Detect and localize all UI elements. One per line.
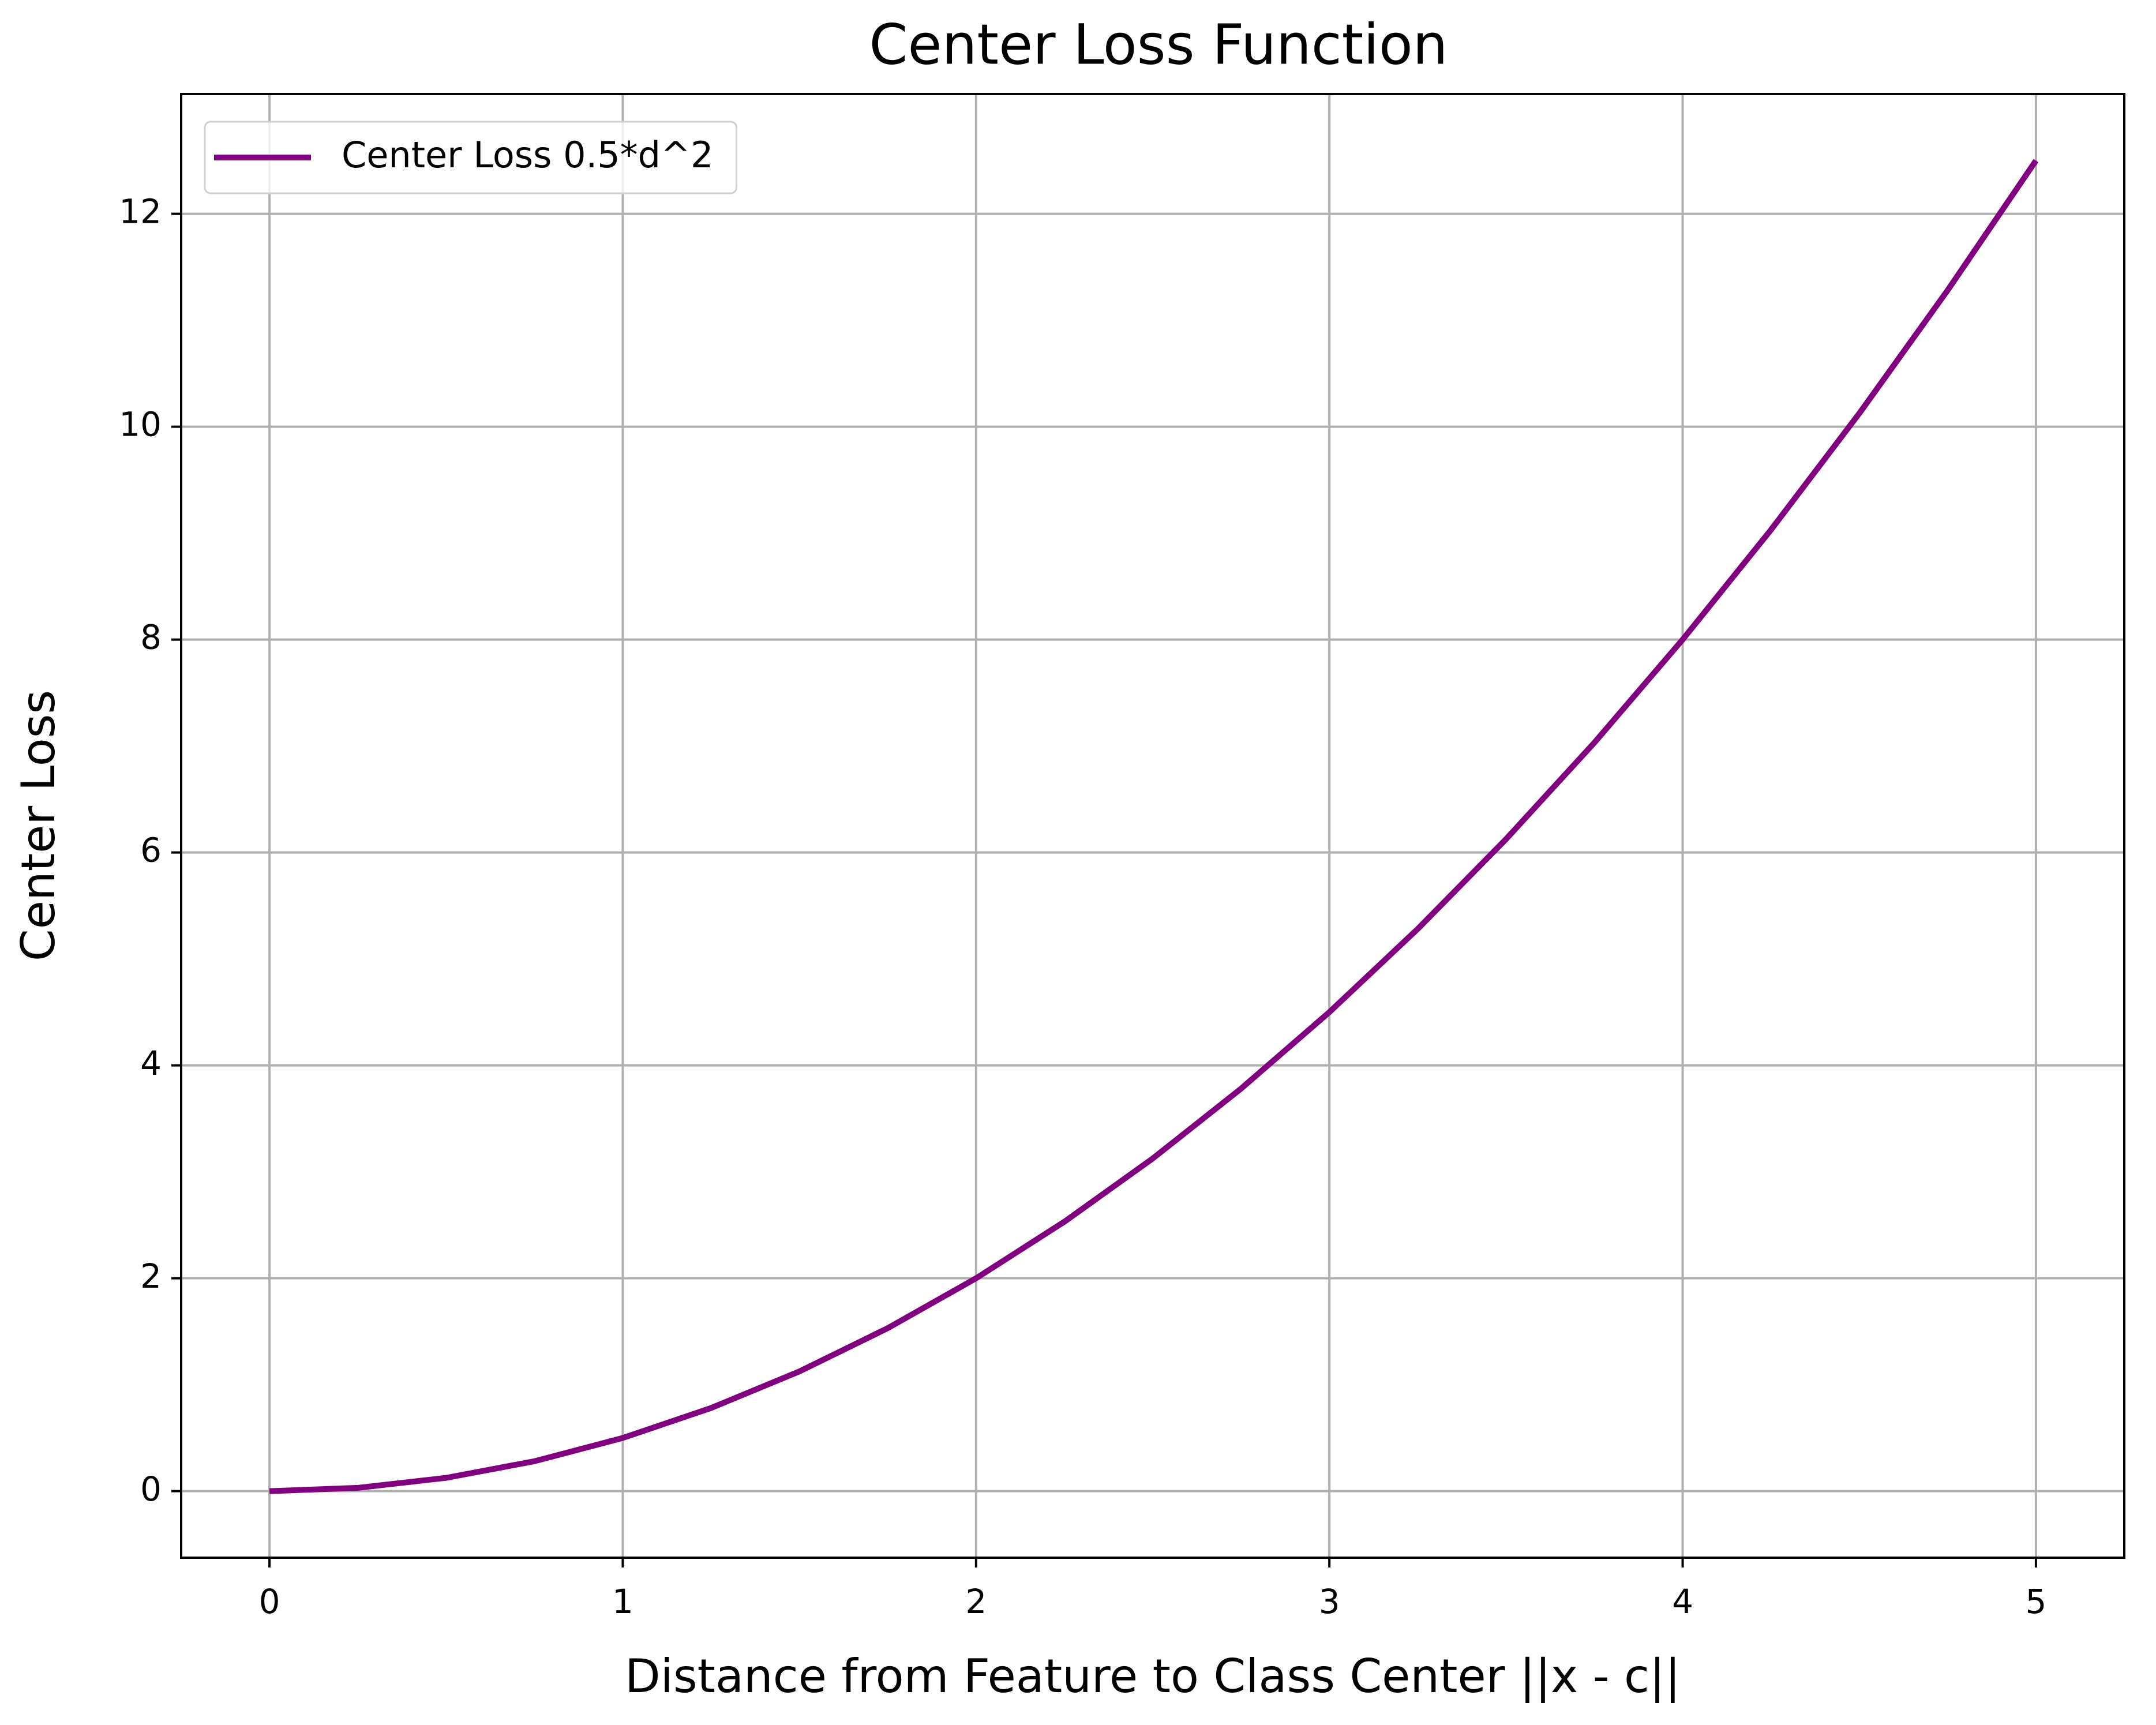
x-axis-label: Distance from Feature to Class Center ||… (625, 1649, 1681, 1704)
y-tick-label: 2 (140, 1257, 162, 1296)
x-tick-label: 4 (1672, 1582, 1693, 1621)
y-tick-label: 4 (140, 1044, 162, 1083)
x-tick-label: 5 (2025, 1582, 2046, 1621)
y-tick-label: 8 (140, 618, 162, 657)
y-axis-label: Center Loss (12, 690, 65, 961)
legend-box (204, 121, 737, 194)
x-tick-label: 3 (1319, 1582, 1340, 1621)
y-tick-label: 12 (119, 192, 162, 231)
chart-title: Center Loss Function (869, 12, 1448, 77)
x-tick-label: 2 (965, 1582, 987, 1621)
plot-frame (180, 93, 2125, 1559)
x-tick-label: 1 (612, 1582, 633, 1621)
x-tick-label: 0 (259, 1582, 280, 1621)
legend-label: Center Loss 0.5*d^2 (342, 134, 713, 176)
y-tick-label: 10 (119, 405, 162, 444)
data-line (269, 159, 2039, 1494)
legend: Center Loss 0.5*d^2 (204, 121, 737, 194)
y-tick-label: 6 (140, 831, 162, 870)
y-tick-label: 0 (140, 1469, 162, 1509)
